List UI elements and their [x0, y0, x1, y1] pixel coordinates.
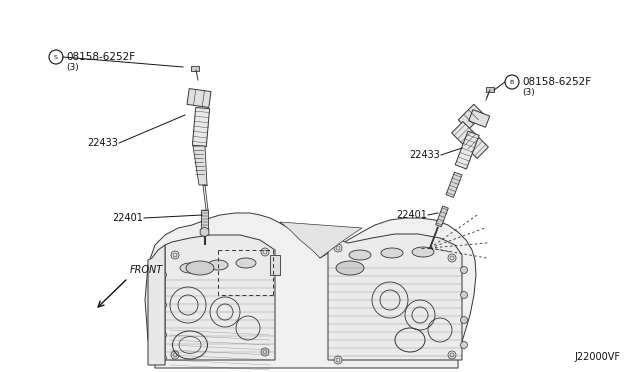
Circle shape	[448, 351, 456, 359]
Text: 22433: 22433	[409, 150, 440, 160]
Circle shape	[336, 246, 340, 250]
Text: B: B	[510, 80, 514, 84]
Text: 08158-6252F: 08158-6252F	[522, 77, 591, 87]
Polygon shape	[328, 234, 462, 360]
Bar	[191, 66, 199, 71]
Circle shape	[171, 351, 179, 359]
Ellipse shape	[208, 260, 228, 270]
Bar	[201, 210, 208, 230]
Circle shape	[334, 244, 342, 252]
Circle shape	[159, 355, 166, 362]
Circle shape	[159, 272, 166, 279]
Circle shape	[461, 266, 467, 273]
Circle shape	[261, 248, 269, 256]
Text: 22433: 22433	[87, 138, 118, 148]
Text: (3): (3)	[522, 87, 535, 96]
Ellipse shape	[336, 261, 364, 275]
Circle shape	[263, 350, 267, 354]
Ellipse shape	[186, 261, 214, 275]
Circle shape	[159, 301, 166, 308]
Circle shape	[334, 356, 342, 364]
Ellipse shape	[412, 247, 434, 257]
Circle shape	[263, 250, 267, 254]
Polygon shape	[280, 222, 362, 258]
Bar	[486, 87, 494, 92]
Circle shape	[173, 253, 177, 257]
Circle shape	[450, 256, 454, 260]
Polygon shape	[200, 227, 209, 237]
Polygon shape	[193, 146, 207, 185]
Circle shape	[159, 331, 166, 339]
Ellipse shape	[236, 258, 256, 268]
Circle shape	[171, 251, 179, 259]
Ellipse shape	[349, 250, 371, 260]
Polygon shape	[468, 110, 490, 127]
Text: J22000VF: J22000VF	[574, 352, 620, 362]
Polygon shape	[148, 245, 165, 365]
Circle shape	[450, 353, 454, 357]
Circle shape	[261, 348, 269, 356]
Circle shape	[505, 75, 519, 89]
Polygon shape	[145, 213, 476, 368]
Polygon shape	[452, 122, 488, 158]
Polygon shape	[187, 89, 211, 108]
Circle shape	[49, 50, 63, 64]
Text: FRONT: FRONT	[130, 265, 163, 275]
Polygon shape	[165, 235, 275, 360]
Circle shape	[461, 292, 467, 298]
Ellipse shape	[381, 248, 403, 258]
Ellipse shape	[180, 263, 200, 273]
Text: (3): (3)	[66, 62, 79, 71]
Circle shape	[461, 341, 467, 349]
Polygon shape	[193, 108, 210, 147]
Circle shape	[336, 358, 340, 362]
Polygon shape	[446, 172, 462, 198]
Polygon shape	[458, 104, 484, 130]
Text: 08158-6252F: 08158-6252F	[66, 52, 135, 62]
Circle shape	[173, 353, 177, 357]
Polygon shape	[436, 206, 449, 227]
Polygon shape	[455, 131, 479, 169]
Text: 22401: 22401	[112, 213, 143, 223]
Circle shape	[448, 254, 456, 262]
Text: S: S	[54, 55, 58, 60]
Bar	[270, 255, 280, 275]
Circle shape	[461, 317, 467, 324]
Text: 22401: 22401	[396, 210, 427, 220]
